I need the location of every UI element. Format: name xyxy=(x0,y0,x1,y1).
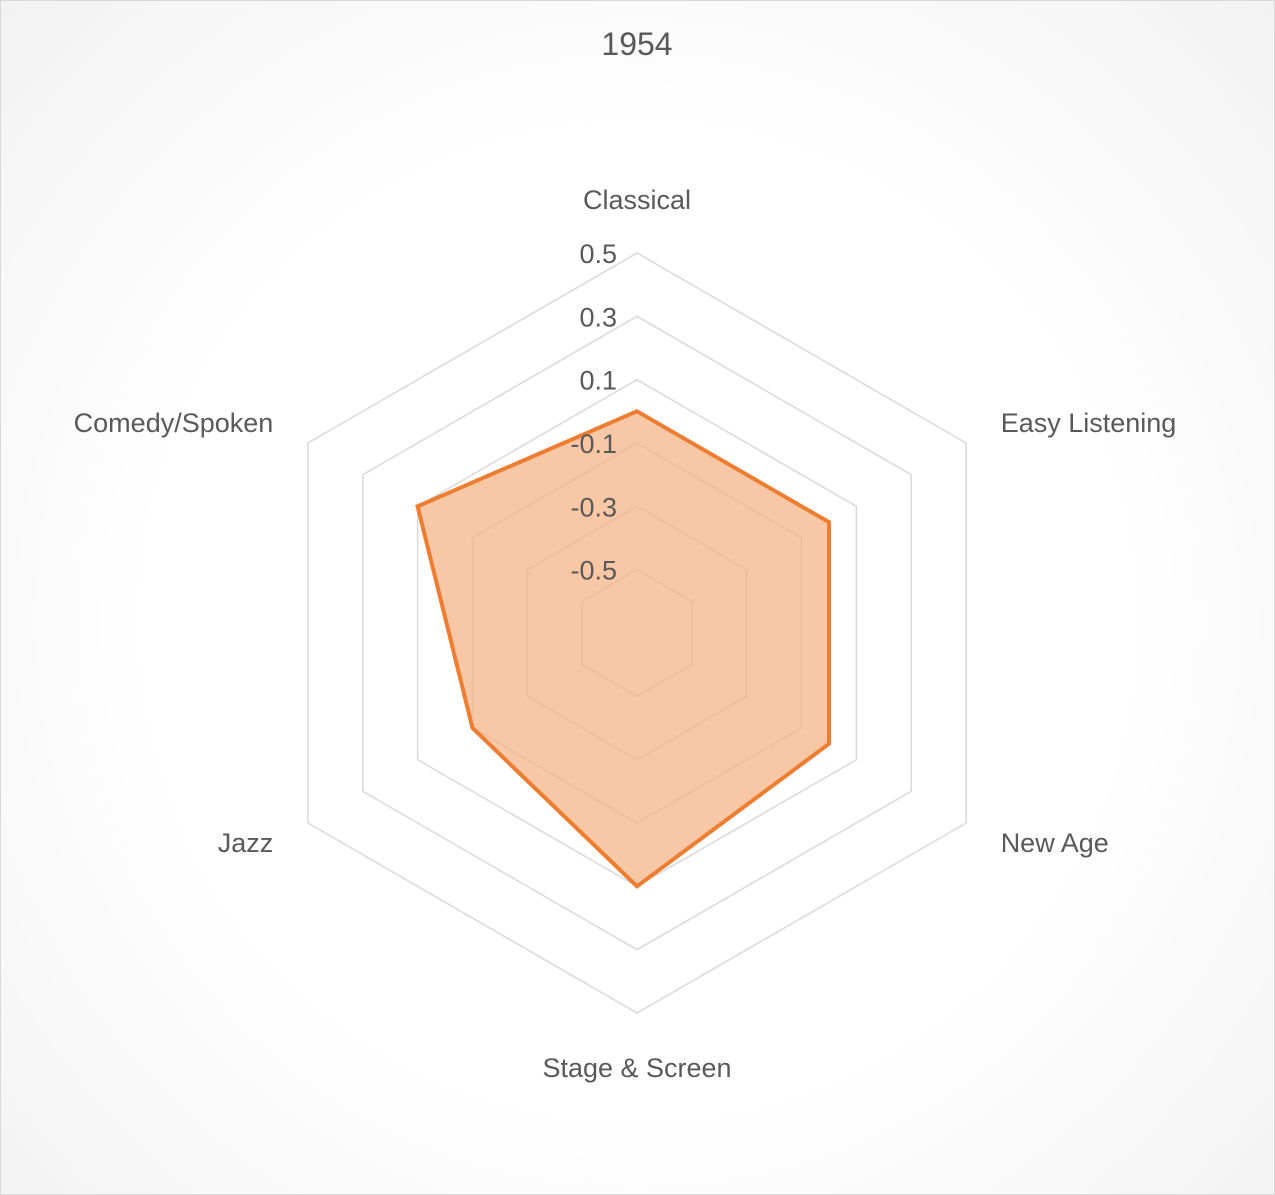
category-label: Jazz xyxy=(218,828,274,858)
grid-ring xyxy=(362,315,912,951)
category-label: Stage & Screen xyxy=(542,1053,731,1083)
tick-label: 0.1 xyxy=(579,366,617,396)
tick-label: -0.5 xyxy=(570,556,617,586)
category-label: New Age xyxy=(1001,828,1109,858)
series-area xyxy=(415,409,831,889)
tick-label: 0.5 xyxy=(579,239,617,269)
category-label: Easy Listening xyxy=(1001,408,1177,438)
tick-labels: 0.5 0.3 0.1 -0.1 -0.3 -0.5 xyxy=(570,239,617,586)
category-labels: Classical Easy Listening New Age Stage & Sc… xyxy=(74,185,1177,1083)
tick-label: -0.1 xyxy=(570,429,617,459)
series-layer xyxy=(415,409,831,889)
chart-title: 1954 xyxy=(601,26,672,62)
tick-label: -0.3 xyxy=(570,492,617,522)
grid-ring xyxy=(307,252,967,1014)
category-label: Comedy/Spoken xyxy=(74,408,274,438)
tick-label: 0.3 xyxy=(579,302,617,332)
category-label: Classical xyxy=(583,185,691,215)
